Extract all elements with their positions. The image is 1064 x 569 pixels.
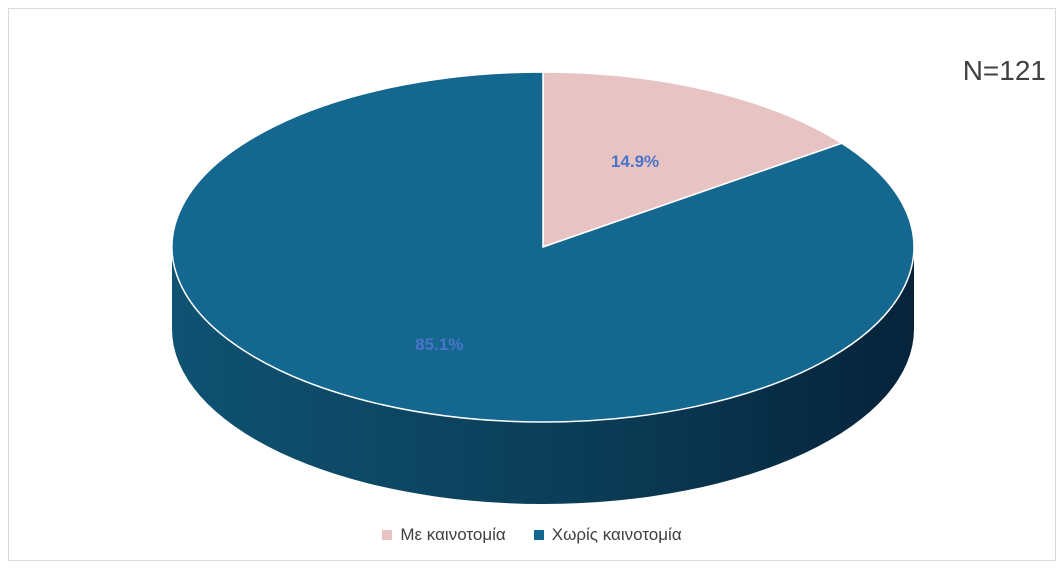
- legend-swatch-with-innovation: [382, 530, 393, 540]
- pie-slice-with-innovation: [542, 71, 844, 249]
- legend-label-without-innovation: Χωρίς καινοτομία: [551, 525, 682, 544]
- data-label-with-innovation: 14.9%: [611, 152, 659, 171]
- legend: Με καινοτομία Χωρίς καινοτομία: [0, 525, 1064, 545]
- legend-swatch-without-innovation: [533, 530, 544, 540]
- pie-side-wall: [172, 247, 914, 504]
- legend-item-without-innovation: Χωρίς καινοτομία: [533, 525, 682, 545]
- data-label-without-innovation: 85.1%: [415, 335, 463, 354]
- pie-slice-without-innovation: [171, 71, 915, 423]
- legend-label-with-innovation: Με καινοτομία: [400, 525, 506, 544]
- legend-item-with-innovation: Με καινοτομία: [382, 525, 506, 545]
- sample-size-label: N=121: [962, 55, 1046, 86]
